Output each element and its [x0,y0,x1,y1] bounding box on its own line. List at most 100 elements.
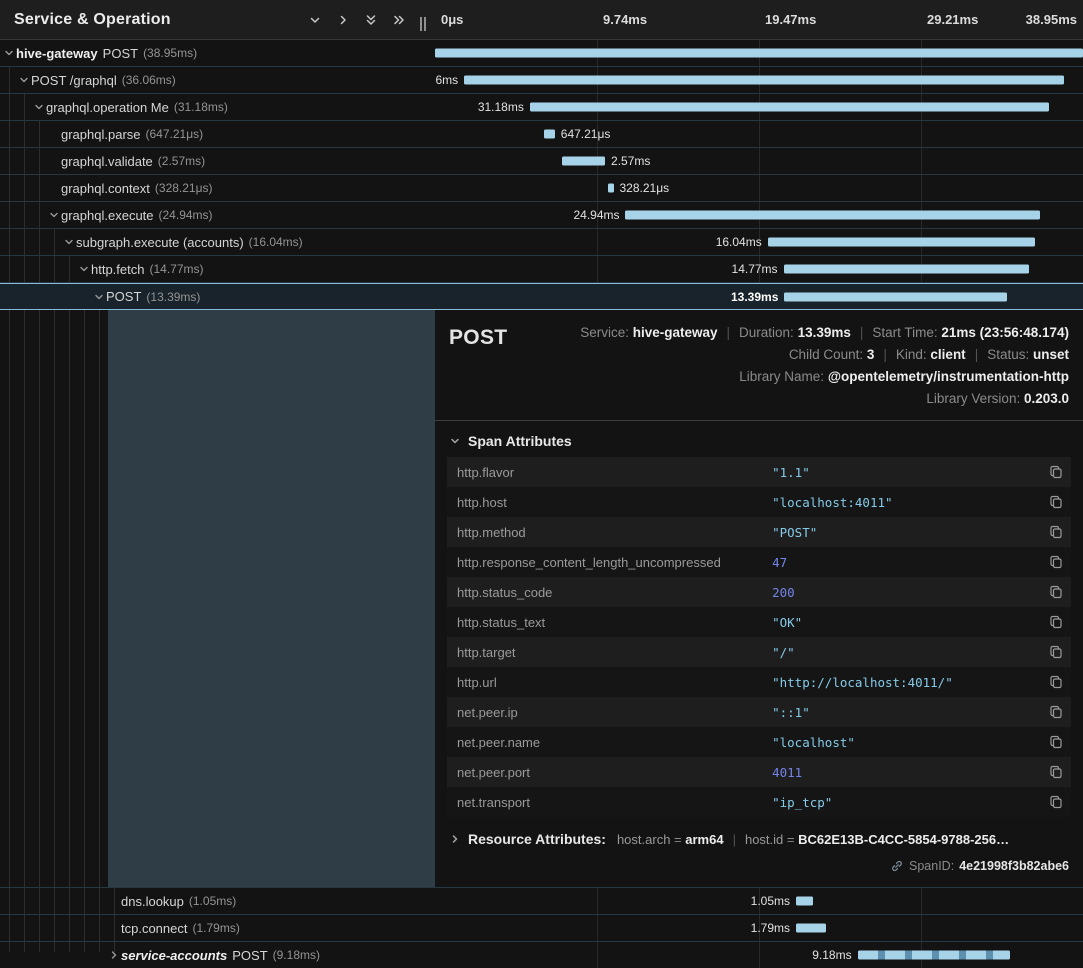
span-tree-cell[interactable]: hive-gateway POST (38.95ms) [0,40,435,66]
double-chevron-down-icon[interactable] [357,6,385,34]
resource-attributes-summary: host.arch = arm64|host.id = BC62E13B-C4C… [617,832,1009,847]
span-timeline-cell[interactable]: 1.79ms [435,915,1083,941]
span-timeline-cell[interactable]: 1.05ms [435,888,1083,914]
span-bar[interactable] [625,211,1040,220]
timeline-tick-label: 19.47ms [765,0,816,40]
span-row[interactable]: POST (13.39ms) 13.39ms [0,283,1083,310]
span-tree-cell[interactable]: graphql.execute (24.94ms) [0,202,435,228]
span-tree-cell[interactable]: dns.lookup (1.05ms) [0,888,435,914]
span-row[interactable]: tcp.connect (1.79ms) 1.79ms [0,915,1083,942]
span-row[interactable]: POST /graphql (36.06ms) 36.06ms [0,67,1083,94]
attribute-row: http.flavor "1.1" [447,457,1071,487]
span-row[interactable]: service-accounts POST (9.18ms) 9.18ms [0,942,1083,968]
span-timeline-cell[interactable]: 9.18ms [435,942,1083,968]
tree-chevron-icon[interactable] [32,102,46,112]
span-bar-duration-label: 16.04ms [716,235,762,249]
span-tree-cell[interactable]: graphql.parse (647.21μs) [0,121,435,147]
span-tree-cell[interactable]: subgraph.execute (accounts) (16.04ms) [0,229,435,255]
attribute-value: 4011 [772,765,1049,780]
span-bar[interactable] [608,184,613,193]
span-attributes-section-toggle[interactable]: Span Attributes [449,433,1069,449]
span-bar[interactable] [796,897,813,906]
span-detail-panel: POST Service: hive-gateway|Duration: 13.… [435,310,1083,887]
span-operation-name: subgraph.execute (accounts) [76,235,244,250]
copy-icon[interactable] [1049,765,1063,779]
span-timeline-cell[interactable]: 328.21μs [435,175,1083,201]
span-bar-duration-label: 1.05ms [751,894,790,908]
span-row[interactable]: graphql.execute (24.94ms) 24.94ms [0,202,1083,229]
detail-info-line: Library Version: 0.203.0 [449,388,1069,410]
copy-icon[interactable] [1049,495,1063,509]
span-bar[interactable] [768,238,1035,247]
span-timeline-cell[interactable]: 36.06ms [435,67,1083,93]
span-row[interactable]: hive-gateway POST (38.95ms) 38.95ms [0,40,1083,67]
tree-header: Service & Operation [0,0,435,39]
span-bar[interactable] [544,130,555,139]
span-bar[interactable] [784,292,1007,301]
span-timeline-cell[interactable]: 14.77ms [435,256,1083,282]
chevron-right-icon[interactable] [329,6,357,34]
span-row[interactable]: dns.lookup (1.05ms) 1.05ms [0,888,1083,915]
span-bar[interactable] [784,265,1030,274]
panel-resize-handle[interactable] [417,15,429,33]
tree-chevron-icon[interactable] [92,292,106,302]
span-tree-cell[interactable]: graphql.operation Me (31.18ms) [0,94,435,120]
tree-chevron-icon[interactable] [2,48,16,58]
attribute-row: net.peer.name "localhost" [447,727,1071,757]
span-tree-cell[interactable]: POST /graphql (36.06ms) [0,67,435,93]
span-timeline-cell[interactable]: 2.57ms [435,148,1083,174]
span-operation-name: POST [232,948,267,963]
span-timeline-cell[interactable]: 16.04ms [435,229,1083,255]
span-operation-name: graphql.context [61,181,150,196]
chevron-down-icon [449,435,461,447]
span-row[interactable]: graphql.operation Me (31.18ms) 31.18ms [0,94,1083,121]
span-timeline-cell[interactable]: 24.94ms [435,202,1083,228]
span-row[interactable]: http.fetch (14.77ms) 14.77ms [0,256,1083,283]
chevron-down-icon[interactable] [301,6,329,34]
tree-chevron-icon[interactable] [77,264,91,274]
copy-icon[interactable] [1049,735,1063,749]
copy-icon[interactable] [1049,645,1063,659]
span-tree-cell[interactable]: tcp.connect (1.79ms) [0,915,435,941]
copy-icon[interactable] [1049,705,1063,719]
copy-icon[interactable] [1049,465,1063,479]
tree-chevron-icon[interactable] [47,210,61,220]
span-bar[interactable] [435,49,1083,58]
span-timeline-cell[interactable]: 38.95ms [435,40,1083,66]
tree-chevron-icon[interactable] [107,950,121,960]
resource-attributes-toggle[interactable]: Resource Attributes: host.arch = arm64|h… [449,831,1069,847]
span-tree-cell[interactable]: POST (13.39ms) [0,284,435,309]
copy-icon[interactable] [1049,795,1063,809]
tree-chevron-icon[interactable] [62,237,76,247]
span-row[interactable]: graphql.context (328.21μs) 328.21μs [0,175,1083,202]
copy-icon[interactable] [1049,525,1063,539]
tree-chevron-icon[interactable] [17,75,31,85]
span-bar[interactable] [858,951,1011,960]
span-tree-cell[interactable]: service-accounts POST (9.18ms) [0,942,435,968]
span-bar[interactable] [464,76,1064,85]
copy-icon[interactable] [1049,615,1063,629]
trace-viewer: Service & Operation 0μs9.74ms19.47ms29.2… [0,0,1083,968]
span-row[interactable]: subgraph.execute (accounts) (16.04ms) 16… [0,229,1083,256]
span-tree-cell[interactable]: graphql.validate (2.57ms) [0,148,435,174]
span-row[interactable]: graphql.validate (2.57ms) 2.57ms [0,148,1083,175]
span-row[interactable]: graphql.parse (647.21μs) 647.21μs [0,121,1083,148]
span-tree-cell[interactable]: graphql.context (328.21μs) [0,175,435,201]
span-timeline-cell[interactable]: 31.18ms [435,94,1083,120]
copy-icon[interactable] [1049,585,1063,599]
detail-info-line: Library Name: @opentelemetry/instrumenta… [449,366,1069,388]
span-timeline-cell[interactable]: 647.21μs [435,121,1083,147]
copy-icon[interactable] [1049,555,1063,569]
span-bar-duration-label: 9.18ms [812,948,851,962]
copy-icon[interactable] [1049,675,1063,689]
span-bar[interactable] [796,924,826,933]
span-bar[interactable] [530,103,1049,112]
link-icon[interactable] [890,859,904,873]
span-bar[interactable] [562,157,605,166]
attribute-row: net.peer.port 4011 [447,757,1071,787]
span-operation-name: graphql.operation Me [46,100,169,115]
span-tree-cell[interactable]: http.fetch (14.77ms) [0,256,435,282]
span-timeline-cell[interactable]: 13.39ms [435,284,1083,309]
attribute-key: http.target [457,645,772,660]
double-chevron-right-icon[interactable] [385,6,413,34]
